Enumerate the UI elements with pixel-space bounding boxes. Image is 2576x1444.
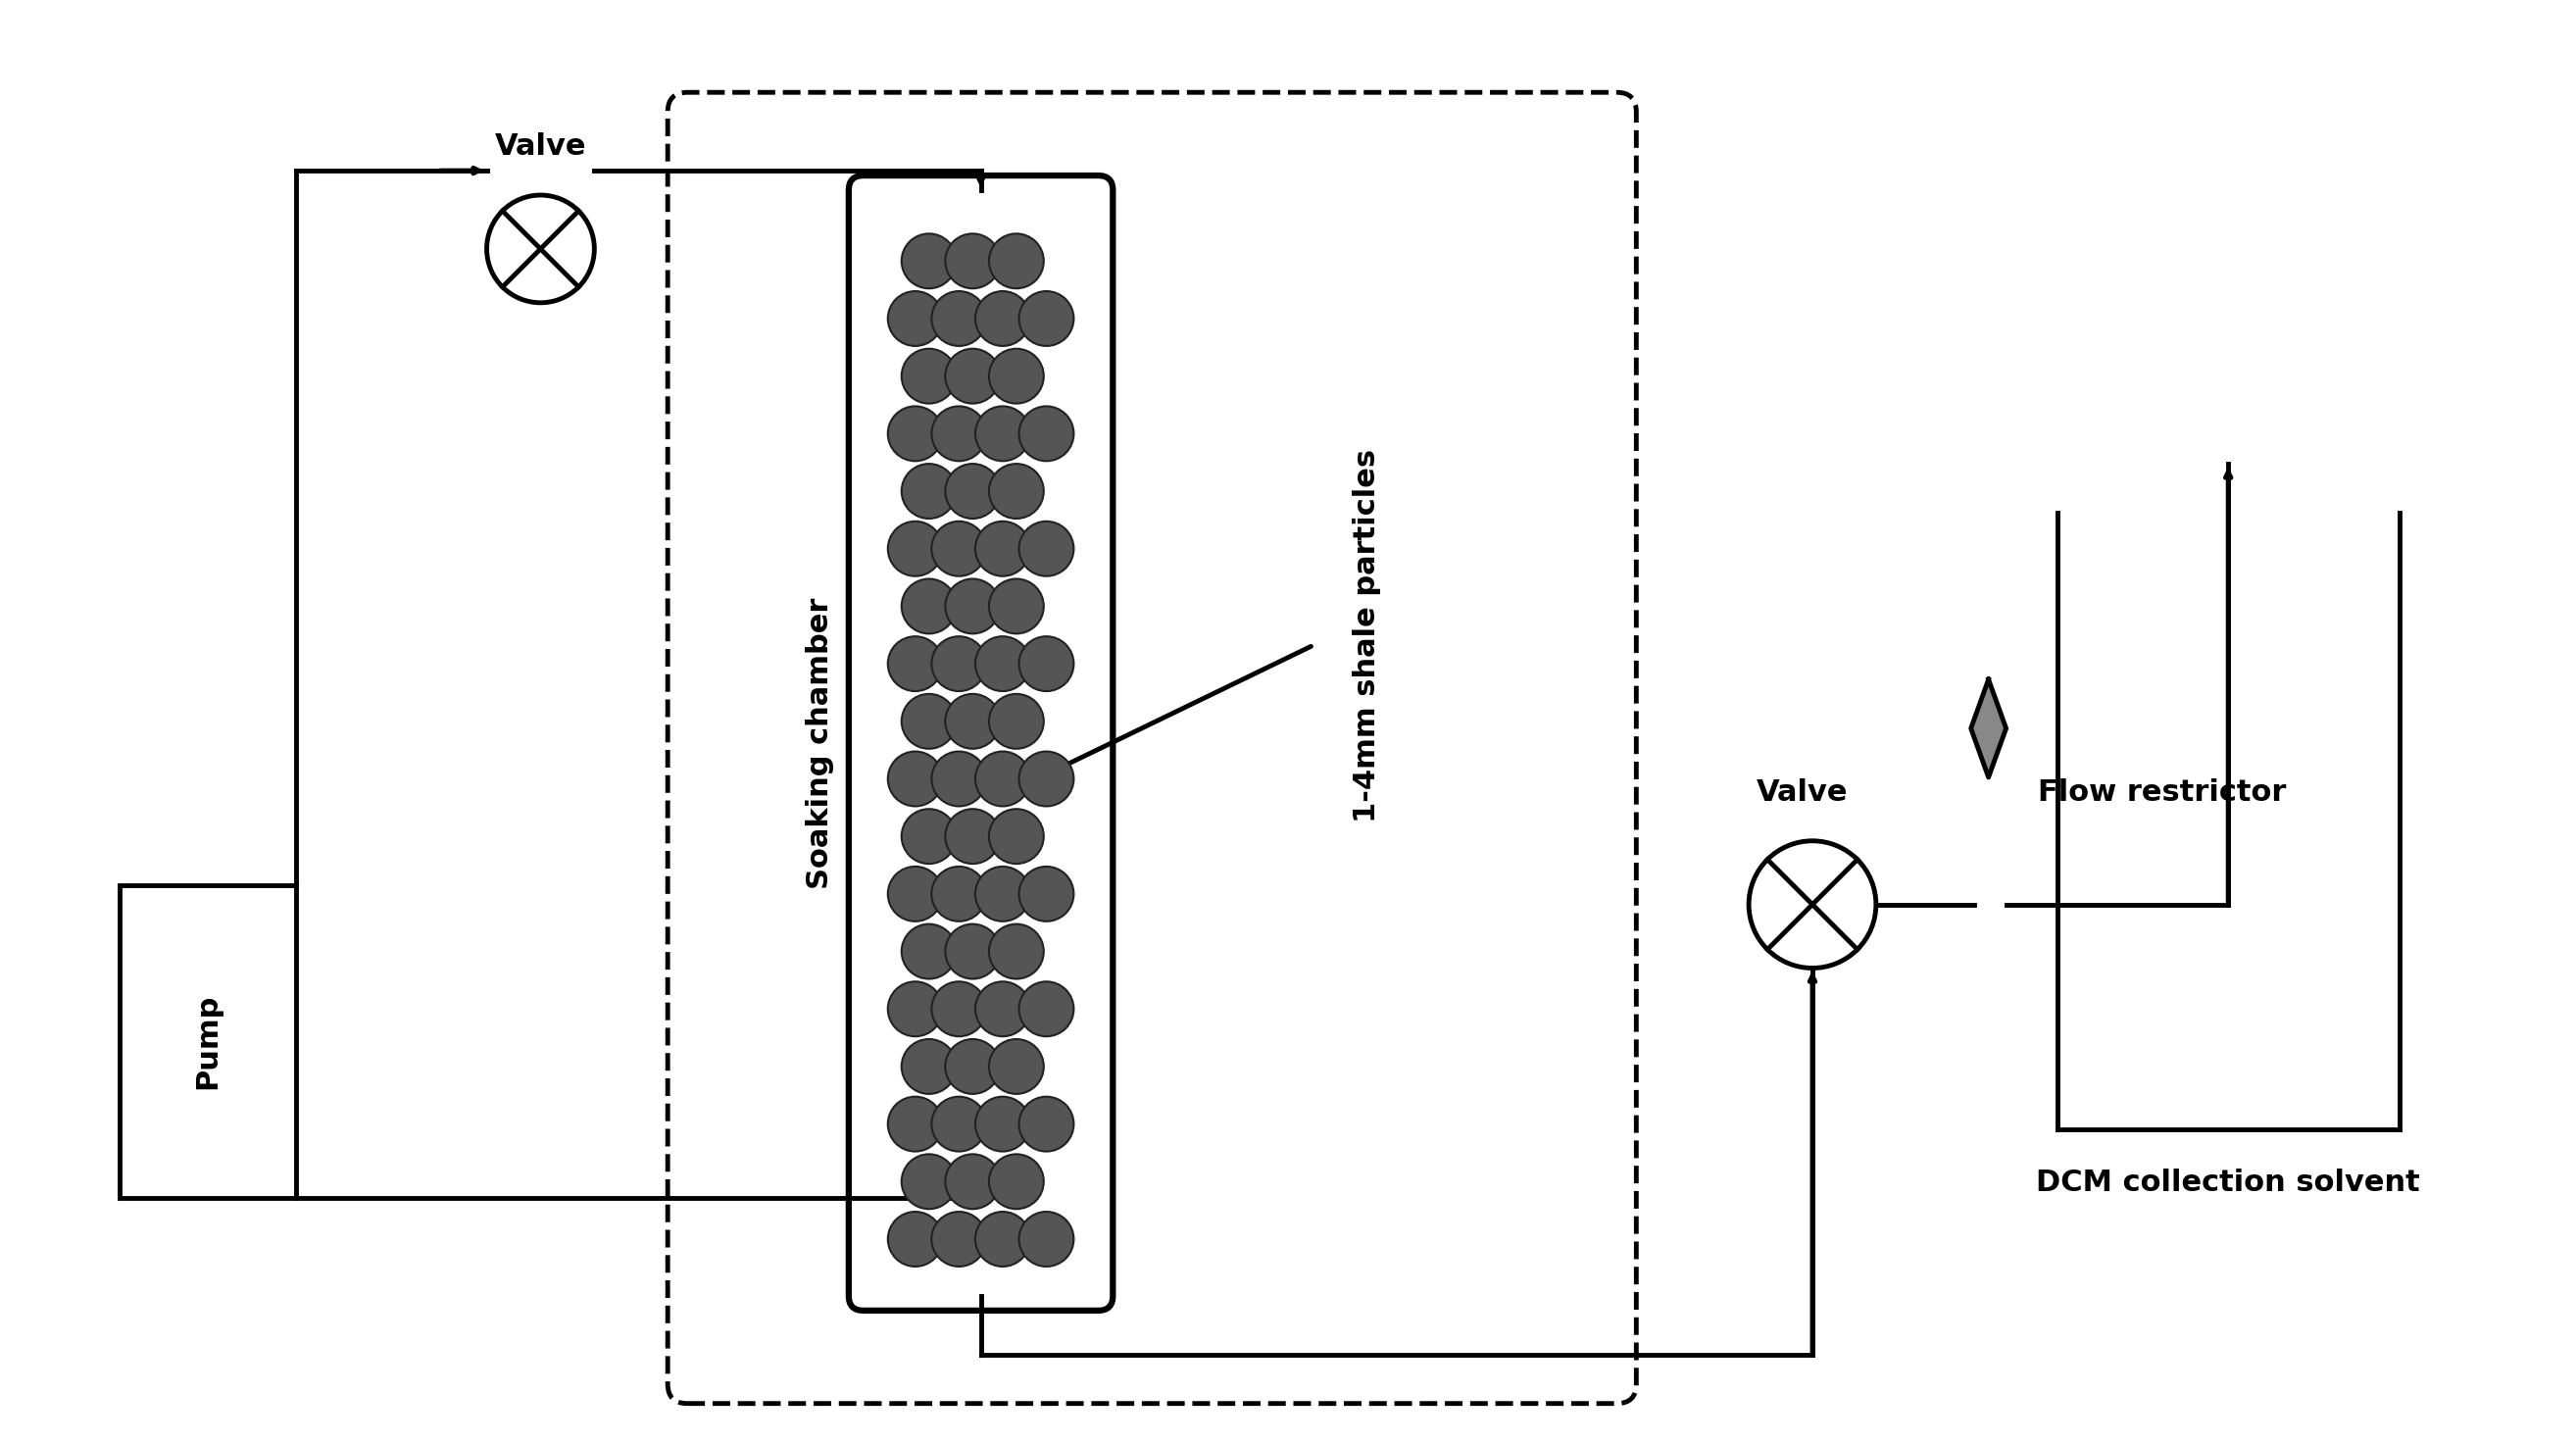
Circle shape [1020, 406, 1074, 461]
Circle shape [1020, 292, 1074, 347]
Text: Pump: Pump [193, 993, 222, 1089]
Circle shape [976, 406, 1030, 461]
Circle shape [976, 1212, 1030, 1266]
Circle shape [889, 406, 943, 461]
Circle shape [945, 924, 999, 979]
Circle shape [1020, 637, 1074, 692]
Circle shape [989, 234, 1043, 289]
Circle shape [989, 348, 1043, 403]
Circle shape [989, 1154, 1043, 1209]
Circle shape [989, 695, 1043, 748]
Circle shape [945, 1040, 999, 1095]
Circle shape [1020, 866, 1074, 921]
Circle shape [933, 406, 987, 461]
Circle shape [933, 1096, 987, 1151]
Polygon shape [1971, 680, 2007, 777]
Circle shape [889, 292, 943, 347]
Circle shape [945, 809, 999, 864]
Circle shape [902, 464, 956, 518]
Circle shape [976, 1096, 1030, 1151]
Circle shape [902, 1154, 956, 1209]
Circle shape [933, 521, 987, 576]
Circle shape [933, 751, 987, 806]
Circle shape [945, 1154, 999, 1209]
Circle shape [976, 521, 1030, 576]
Circle shape [1020, 1096, 1074, 1151]
Circle shape [989, 579, 1043, 634]
Circle shape [976, 637, 1030, 692]
Circle shape [889, 637, 943, 692]
Circle shape [889, 982, 943, 1037]
Circle shape [989, 924, 1043, 979]
Circle shape [945, 579, 999, 634]
Circle shape [889, 1096, 943, 1151]
Circle shape [989, 464, 1043, 518]
Circle shape [902, 234, 956, 289]
Circle shape [889, 1212, 943, 1266]
Circle shape [989, 809, 1043, 864]
Circle shape [945, 348, 999, 403]
Circle shape [902, 924, 956, 979]
Circle shape [1020, 982, 1074, 1037]
Circle shape [1020, 521, 1074, 576]
Circle shape [976, 751, 1030, 806]
Circle shape [976, 866, 1030, 921]
Circle shape [889, 521, 943, 576]
Circle shape [933, 1212, 987, 1266]
Circle shape [945, 234, 999, 289]
Circle shape [933, 982, 987, 1037]
Text: Flow restrictor: Flow restrictor [2038, 778, 2285, 807]
Circle shape [902, 695, 956, 748]
Circle shape [976, 982, 1030, 1037]
Text: Valve: Valve [1757, 778, 1850, 807]
Circle shape [902, 809, 956, 864]
Circle shape [933, 637, 987, 692]
Text: Valve: Valve [495, 133, 587, 160]
Circle shape [989, 1040, 1043, 1095]
Circle shape [933, 292, 987, 347]
Circle shape [933, 866, 987, 921]
Circle shape [945, 464, 999, 518]
Circle shape [889, 751, 943, 806]
Text: Soaking chamber: Soaking chamber [806, 598, 835, 890]
Circle shape [976, 292, 1030, 347]
Circle shape [1020, 751, 1074, 806]
Circle shape [1020, 1212, 1074, 1266]
Text: DCM collection solvent: DCM collection solvent [2035, 1168, 2421, 1197]
Circle shape [902, 579, 956, 634]
Circle shape [902, 348, 956, 403]
Circle shape [945, 695, 999, 748]
Circle shape [902, 1040, 956, 1095]
Circle shape [889, 866, 943, 921]
Text: 1-4mm shale particles: 1-4mm shale particles [1352, 449, 1381, 822]
